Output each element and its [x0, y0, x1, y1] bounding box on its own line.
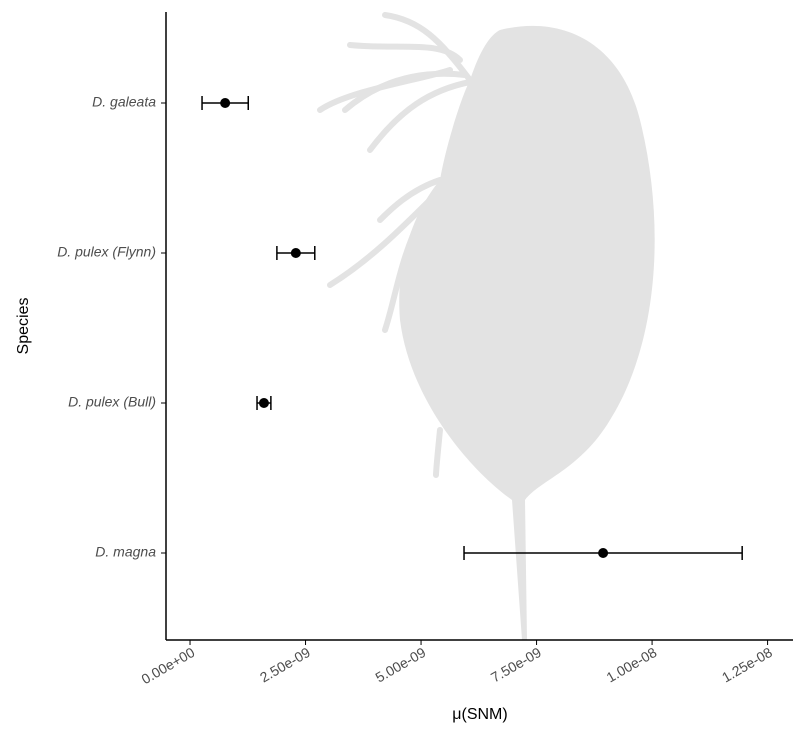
- point: [258, 398, 269, 408]
- x-tick-label: 7.50e-09: [488, 644, 544, 686]
- point: [220, 98, 231, 108]
- y-axis-label: Species: [15, 298, 32, 355]
- point: [598, 548, 609, 558]
- x-tick-label: 1.00e-08: [604, 644, 660, 686]
- x-tick-label: 5.00e-09: [373, 644, 429, 686]
- x-tick-label: 1.25e-08: [719, 644, 775, 686]
- y-tick-label: D. pulex (Flynn): [57, 244, 156, 260]
- y-tick-label: D. galeata: [92, 94, 156, 110]
- x-tick-label: 0.00e+00: [138, 644, 197, 687]
- point: [290, 248, 301, 258]
- y-tick-label: D. magna: [95, 544, 156, 560]
- daphnia-silhouette: [317, 12, 655, 641]
- x-tick-label: 2.50e-09: [257, 644, 313, 686]
- y-tick-label: D. pulex (Bull): [68, 394, 156, 410]
- x-axis-label: μ(SNM): [452, 706, 507, 723]
